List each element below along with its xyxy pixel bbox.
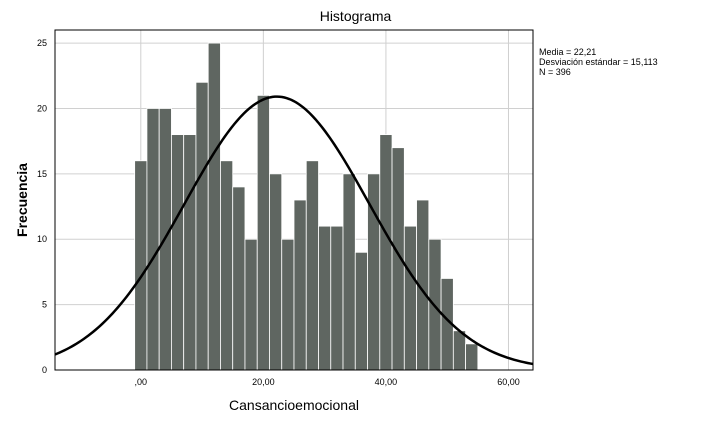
y-tick-label: 0 — [42, 365, 47, 375]
histogram-bar — [134, 160, 148, 371]
histogram-bar — [269, 173, 283, 371]
histogram-bar — [256, 94, 270, 371]
histogram-bar — [244, 238, 258, 371]
histogram-bar — [281, 238, 295, 371]
histogram-bar — [342, 173, 356, 371]
y-tick-labels: 0 5 10 15 20 25 — [37, 38, 47, 375]
x-axis-label: Cansancioemocional — [229, 397, 359, 413]
x-tick-label: ,00 — [135, 377, 148, 387]
histogram-bar — [465, 343, 479, 371]
histogram-bar — [293, 199, 307, 371]
histogram-bar — [232, 186, 246, 371]
histogram-bar — [318, 225, 332, 371]
stats-n: N = 396 — [539, 67, 571, 77]
histogram-bar — [207, 42, 221, 371]
histogram-bar — [452, 330, 466, 371]
y-axis-label: Frecuencia — [14, 163, 30, 237]
x-tick-labels: ,00 20,00 40,00 60,00 — [135, 377, 520, 387]
histogram-bar — [305, 160, 319, 371]
histogram-bar — [183, 134, 197, 371]
histogram-bar — [379, 134, 393, 371]
y-tick-label: 15 — [37, 169, 47, 179]
y-tick-label: 20 — [37, 103, 47, 113]
histogram-bar — [354, 251, 368, 371]
histogram-bar — [220, 160, 234, 371]
x-tick-label: 60,00 — [497, 377, 520, 387]
histogram-bar — [403, 225, 417, 371]
stats-sd: Desviación estándar = 15,113 — [539, 57, 658, 67]
histogram-bar — [330, 225, 344, 371]
y-tick-label: 25 — [37, 38, 47, 48]
stats-mean: Media = 22,21 — [539, 47, 597, 57]
x-tick-label: 20,00 — [252, 377, 275, 387]
histogram-bar — [195, 81, 209, 371]
histogram-bar — [171, 134, 185, 371]
x-tick-label: 40,00 — [375, 377, 398, 387]
plot-frame — [54, 29, 534, 371]
normal-curve — [54, 95, 534, 366]
histogram-bar — [146, 108, 160, 371]
y-tick-label: 5 — [42, 300, 47, 310]
chart-title: Histograma — [319, 8, 392, 24]
stats-legend: Media = 22,21 Desviación estándar = 15,1… — [539, 47, 658, 77]
histogram-bars — [134, 42, 479, 371]
y-tick-label: 10 — [37, 234, 47, 244]
